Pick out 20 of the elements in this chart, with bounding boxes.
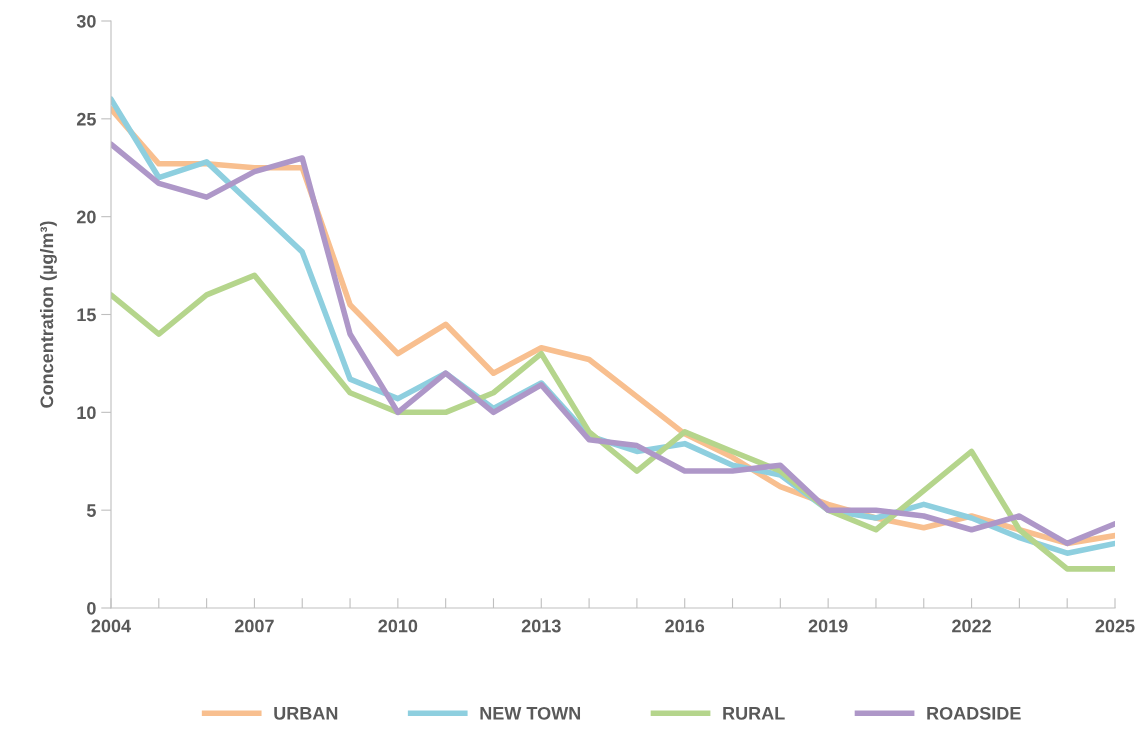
x-tick-label: 2019 bbox=[808, 619, 848, 633]
y-tick-label: 25 bbox=[76, 112, 96, 126]
y-tick-label: 10 bbox=[77, 406, 96, 420]
y-tick-label: 20 bbox=[76, 210, 96, 224]
y-tick-label: 0 bbox=[87, 601, 96, 615]
y-axis-title: Concentration (µg/m³) bbox=[39, 221, 57, 408]
x-tick-label: 2010 bbox=[378, 619, 418, 633]
x-tick-label: 2025 bbox=[1095, 619, 1135, 633]
legend-label: URBAN bbox=[274, 707, 338, 720]
y-tick-label: 15 bbox=[77, 308, 96, 322]
y-tick-label: 30 bbox=[76, 14, 96, 28]
y-tick-label: 5 bbox=[86, 504, 96, 517]
legend-label: NEW TOWN bbox=[480, 706, 581, 720]
x-tick-label: 2004 bbox=[91, 619, 131, 633]
legend-label: ROADSIDE bbox=[927, 706, 1021, 720]
legend-label: RURAL bbox=[723, 707, 785, 720]
x-tick-label: 2022 bbox=[952, 619, 991, 633]
x-tick-label: 2016 bbox=[665, 619, 705, 633]
x-tick-label: 2013 bbox=[521, 619, 561, 633]
x-tick-label: 2007 bbox=[234, 619, 274, 633]
